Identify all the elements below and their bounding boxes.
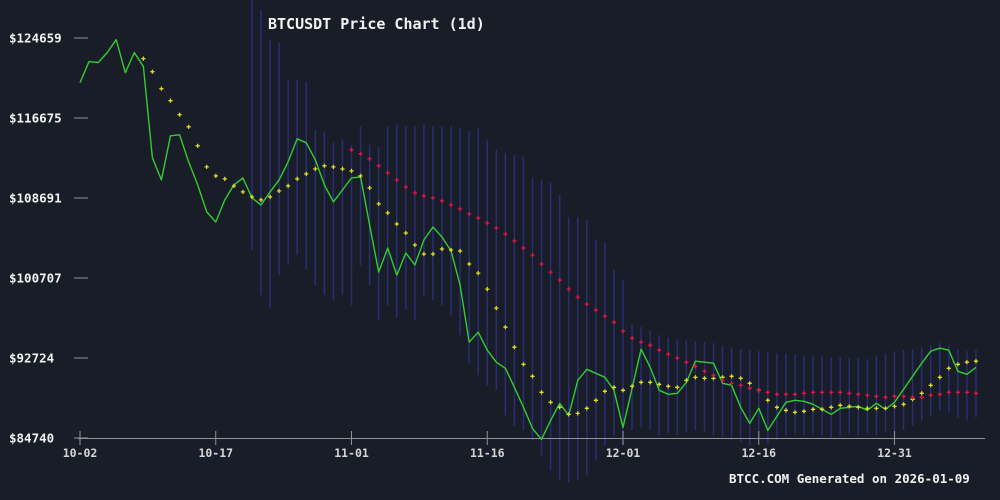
- y-axis-label: $124659: [9, 31, 62, 46]
- x-axis-label: 11-16: [470, 446, 505, 460]
- x-axis-label: 11-01: [334, 446, 369, 460]
- y-axis-label: $84740: [9, 431, 54, 446]
- y-axis-label: $108691: [9, 191, 62, 206]
- chart-title: BTCUSDT Price Chart (1d): [268, 15, 485, 33]
- axis-layer: 10-02 10-17 11-01 11-16 12-01 12-16 12-31 $1246…: [9, 31, 985, 460]
- x-axis-label: 10-02: [63, 446, 98, 460]
- ma-fast-dots: [141, 56, 979, 417]
- x-axis-label: 10-17: [198, 446, 233, 460]
- footer-note: BTCC.COM Generated on 2026-01-09: [729, 471, 970, 486]
- y-axis-label: $116675: [9, 111, 62, 126]
- price-line: [79, 38, 977, 441]
- x-axis-label: 12-16: [741, 446, 776, 460]
- ma-slow-dots: [349, 147, 979, 400]
- x-axis-label: 12-01: [606, 446, 641, 460]
- series-layer: [79, 38, 979, 441]
- y-axis-label: $100707: [9, 271, 62, 286]
- x-axis-label: 12-31: [877, 446, 912, 460]
- y-axis-label: $92724: [9, 350, 54, 365]
